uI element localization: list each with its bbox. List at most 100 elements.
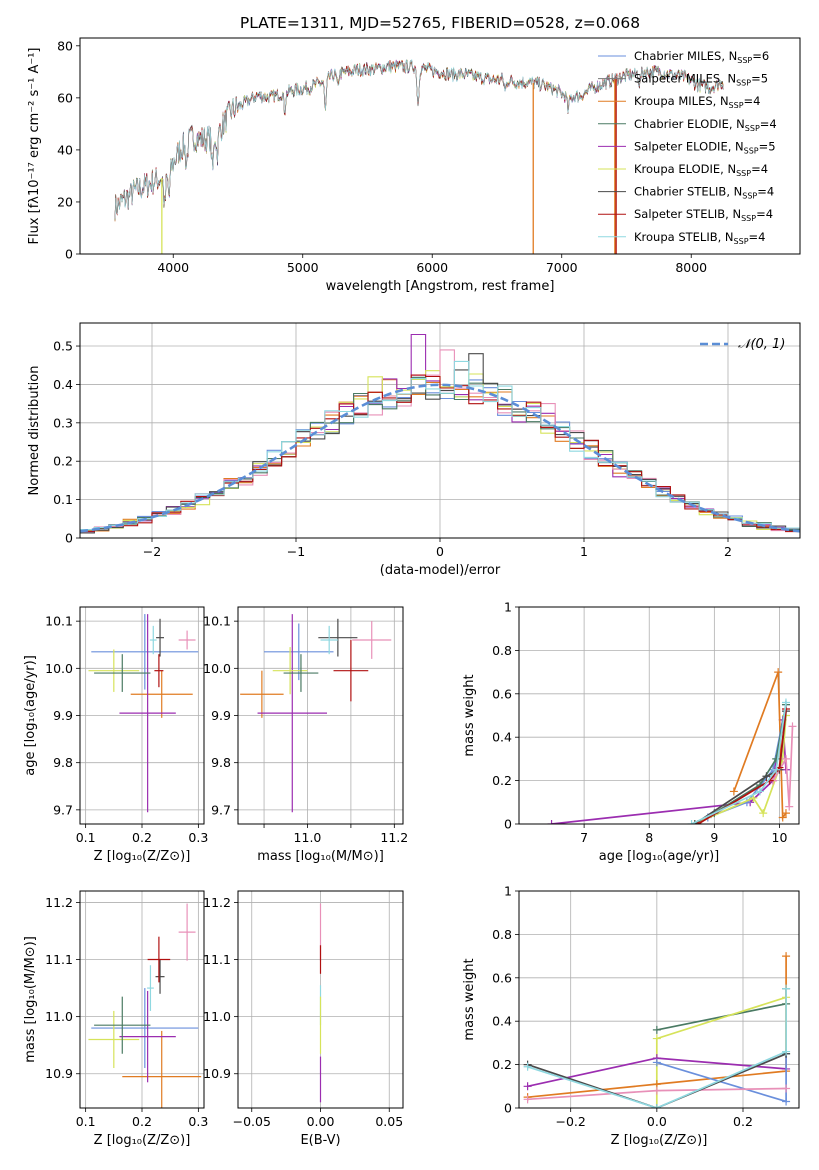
residuals-ytick-label: 0.4 bbox=[53, 377, 73, 392]
spectrum-ylabel: Flux [fλ10⁻¹⁷ erg cm⁻² s⁻¹ A⁻¹] bbox=[27, 48, 42, 245]
mass_vs_Z-point bbox=[91, 988, 199, 1069]
residuals-xtick-label: 1 bbox=[580, 544, 588, 559]
sfh_age-ytick-label: 0 bbox=[504, 817, 512, 832]
age_vs_mass-xtick-label: 11.0 bbox=[294, 830, 322, 845]
mass_vs_ebv-xlabel: E(B-V) bbox=[300, 1133, 340, 1148]
sfh_age-marker bbox=[778, 813, 787, 822]
mass_vs_Z-ytick-label: 11.1 bbox=[45, 952, 73, 967]
mass_vs_Z-xtick-label: 0.1 bbox=[76, 1114, 96, 1129]
spectrum-ytick-label: 80 bbox=[57, 38, 73, 53]
spectrum-ytick-label: 60 bbox=[57, 90, 73, 105]
age_vs_Z-frame bbox=[79, 606, 205, 825]
age_vs_Z-ylabel: age [log₁₀(age/yr)] bbox=[23, 655, 38, 776]
age_vs_Z-ytick-label: 10.0 bbox=[45, 661, 73, 676]
mass_vs_ebv-frame bbox=[237, 890, 404, 1109]
residuals-xtick-label: −1 bbox=[287, 544, 305, 559]
mass_vs_Z-ytick-label: 11.2 bbox=[45, 895, 73, 910]
age_vs_mass-ytick-label: 9.8 bbox=[211, 755, 231, 770]
mass_vs_Z-xlabel: Z [log₁₀(Z/Z⊙)] bbox=[94, 1133, 191, 1148]
mass_vs_Z-point bbox=[122, 1030, 202, 1108]
sfh_age-xtick-label: 9 bbox=[710, 830, 718, 845]
age_vs_mass-point bbox=[320, 625, 338, 655]
sfh_Z-series-line bbox=[527, 988, 787, 1108]
sfh_age-ytick-label: 0.4 bbox=[492, 730, 512, 745]
mass_vs_Z-point bbox=[178, 903, 196, 961]
legend-entry-label: Salpeter ELODIE, NSSP=5 bbox=[634, 139, 776, 155]
age_vs_Z-point bbox=[88, 649, 140, 692]
age_vs_mass-point bbox=[257, 614, 328, 813]
mass_vs_ebv-xtick-label: 0.05 bbox=[375, 1114, 403, 1129]
sfh_age-xtick-label: 7 bbox=[580, 830, 588, 845]
sfh_Z-marker bbox=[782, 1047, 791, 1056]
age_vs_Z-plot-area bbox=[88, 614, 199, 813]
sfh_age-marker bbox=[781, 698, 790, 707]
sfh_age-marker bbox=[781, 809, 790, 818]
mass_vs_Z-point bbox=[94, 996, 151, 1054]
sfh_Z-frame bbox=[518, 890, 800, 1109]
sfh_age-xtick-label: 8 bbox=[645, 830, 653, 845]
sfh_Z-ytick-label: 0.2 bbox=[492, 1057, 512, 1072]
age_vs_Z-point bbox=[178, 630, 196, 650]
legend-entry-label: Salpeter STELIB, NSSP=4 bbox=[634, 207, 773, 223]
sfh_age-panel: 7 8 9 10 0 0.2 0.4 0.6 0.8 1 age [log₁₀(age/yr)] ma… bbox=[462, 600, 800, 864]
residuals-xtick-label: 2 bbox=[724, 544, 732, 559]
age_vs_mass-xtick-label: 11.2 bbox=[380, 830, 408, 845]
age_vs_mass-point bbox=[240, 670, 284, 718]
panels: 4000 5000 6000 7000 8000020406080wavelength … bbox=[23, 37, 801, 1148]
sfh_age-marker bbox=[788, 722, 797, 731]
mass_vs_Z-point bbox=[88, 1010, 140, 1069]
age_vs_mass-ytick-label: 10.0 bbox=[203, 661, 231, 676]
sfh_age-marker bbox=[772, 765, 781, 774]
residuals-ytick-label: 0.1 bbox=[53, 492, 73, 507]
legend-entry-label: Kroupa MILES, NSSP=4 bbox=[634, 94, 760, 110]
residuals-frame bbox=[79, 322, 801, 539]
age_vs_Z-point bbox=[94, 654, 151, 692]
mass_vs_Z-ytick-label: 11.0 bbox=[45, 1009, 73, 1024]
age_vs_mass-ytick-label: 9.9 bbox=[211, 708, 231, 723]
spectrum-ytick-label: 20 bbox=[57, 194, 73, 209]
sfh_Z-marker bbox=[652, 1025, 661, 1034]
gaussian-legend-label: 𝒩(0, 1) bbox=[738, 337, 785, 352]
sfh_age-marker bbox=[755, 787, 764, 796]
age_vs_Z-point bbox=[154, 654, 164, 688]
sfh_age-ytick-label: 1 bbox=[504, 600, 512, 615]
age_vs_Z-point bbox=[130, 670, 193, 718]
spectrum-ytick-label: 40 bbox=[57, 142, 73, 157]
age_vs_mass-point bbox=[318, 618, 358, 657]
sfh_Z-ytick-label: 0.6 bbox=[492, 970, 512, 985]
sfh_Z-xlabel: Z [log₁₀(Z/Z⊙)] bbox=[611, 1133, 708, 1148]
mass_vs_Z-ytick-label: 10.9 bbox=[45, 1066, 73, 1081]
age_vs_Z-point bbox=[119, 614, 176, 813]
age_vs_mass-point bbox=[333, 640, 369, 702]
legend-entry-label: Kroupa STELIB, NSSP=4 bbox=[634, 230, 765, 246]
sfh_Z-xtick-label: 0.0 bbox=[647, 1114, 667, 1129]
spectrum-xlabel: wavelength [Angstrom, rest frame] bbox=[326, 279, 555, 294]
sfh_Z-plot-area bbox=[523, 952, 791, 1108]
mass_vs_ebv-xtick-label: 0.00 bbox=[307, 1114, 335, 1129]
legend-entry-label: Kroupa ELODIE, NSSP=4 bbox=[634, 162, 768, 178]
mass_vs_Z-panel: 0.1 0.2 0.3 10.9 11.0 11.1 11.2 Z [log₁₀(Z/Z⊙)]… bbox=[23, 890, 208, 1148]
sfh_age-xtick-label: 10 bbox=[772, 830, 788, 845]
mass_vs_Z-frame bbox=[79, 890, 205, 1109]
figure-title: PLATE=1311, MJD=52765, FIBERID=0528, z=0… bbox=[240, 14, 640, 32]
sfh_Z-ytick-label: 0 bbox=[504, 1101, 512, 1116]
residuals-ytick-label: 0.3 bbox=[53, 415, 73, 430]
residuals-ytick-label: 0 bbox=[65, 531, 73, 546]
sfh_age-marker bbox=[729, 787, 738, 796]
mass_vs_Z-point bbox=[155, 959, 165, 994]
sfh_Z-ylabel: mass weight bbox=[462, 958, 477, 1040]
sfh_age-marker bbox=[687, 820, 696, 824]
age_vs_mass-ytick-label: 10.1 bbox=[203, 614, 231, 629]
gaussian-curve bbox=[80, 383, 800, 533]
sfh_Z-panel: −0.2 0.0 0.2 0 0.2 0.4 0.6 0.8 1 Z [log₁₀(Z/Z⊙)] m… bbox=[462, 884, 800, 1148]
age_vs_mass-plot-area bbox=[240, 614, 392, 813]
legend-entry-label: Salpeter MILES, NSSP=5 bbox=[634, 72, 768, 88]
sfh_Z-ytick-label: 1 bbox=[504, 884, 512, 899]
mass_vs_Z-ylabel: mass [log₁₀(M/M⊙)] bbox=[23, 936, 38, 1063]
spectrum-xtick-label: 4000 bbox=[157, 260, 189, 275]
mass_vs_Z-point bbox=[147, 965, 154, 1011]
sfh_age-plot-area bbox=[547, 668, 797, 824]
sfh_Z-marker bbox=[523, 1082, 532, 1091]
